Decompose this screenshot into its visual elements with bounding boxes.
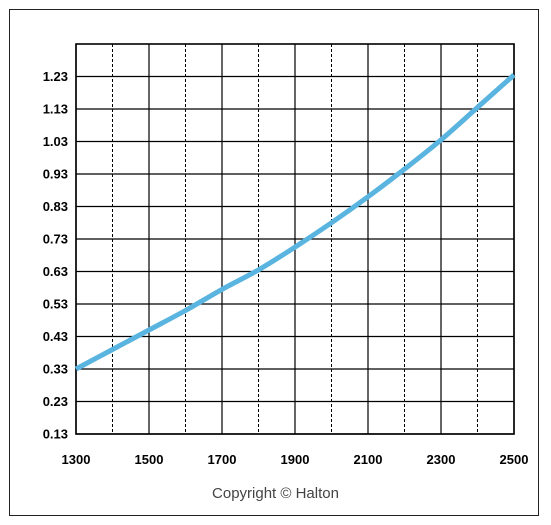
y-tick-label: 0.53	[43, 297, 68, 312]
y-tick-label: 0.73	[43, 232, 68, 247]
copyright-text: Copyright © Halton	[212, 485, 339, 502]
series-layer	[74, 73, 516, 372]
y-tick-label: 0.23	[43, 394, 68, 409]
x-tick-label: 1900	[281, 452, 310, 467]
y-tick-label: 0.43	[43, 329, 68, 344]
x-tick-label: 2300	[427, 452, 456, 467]
grid	[75, 44, 515, 435]
y-tick-label: 0.63	[43, 264, 68, 279]
x-tick-label: 2100	[354, 452, 383, 467]
x-tick-label: 1500	[135, 452, 164, 467]
y-tick-label: 0.13	[43, 427, 68, 442]
y-tick-label: 0.83	[43, 199, 68, 214]
y-tick-label: 1.23	[43, 69, 68, 84]
x-tick-label: 2500	[500, 452, 529, 467]
y-tick-label: 0.93	[43, 167, 68, 182]
axes	[75, 43, 515, 435]
x-tick-label: 1300	[62, 452, 91, 467]
tick-labels: 0.13 0.23 0.33 0.43 0.53 0.63 0.73 0.83 0.93 1.03…	[43, 69, 529, 467]
y-tick-label: 0.33	[43, 362, 68, 377]
series-line	[74, 73, 516, 372]
plot-border	[75, 43, 515, 435]
y-tick-label: 1.03	[43, 134, 68, 149]
x-tick-label: 1700	[208, 452, 237, 467]
y-tick-label: 1.13	[43, 102, 68, 117]
